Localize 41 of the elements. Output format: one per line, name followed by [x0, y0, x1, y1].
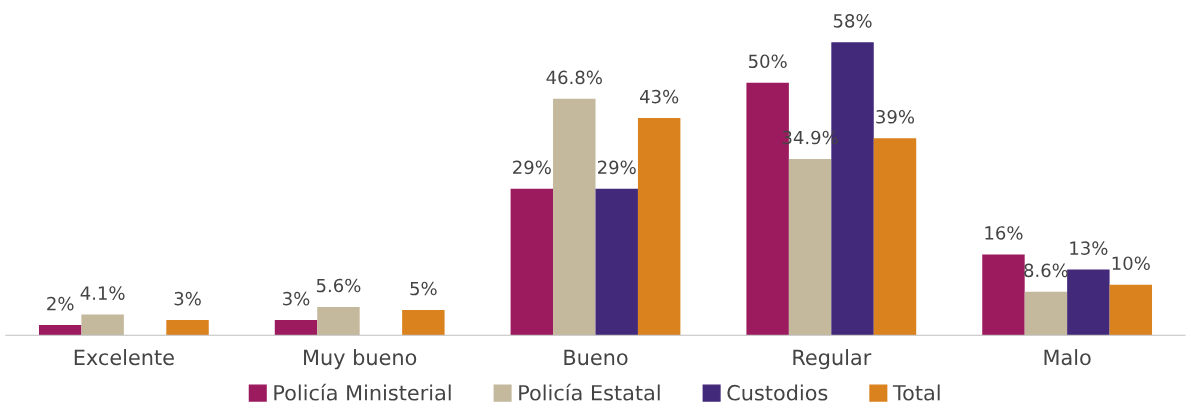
data-label: 58%	[833, 14, 872, 28]
legend-label: Policía Ministerial	[274, 383, 451, 401]
bar	[510, 188, 554, 336]
bar	[788, 158, 832, 336]
data-label: 29%	[597, 160, 636, 175]
data-label: 43%	[639, 89, 679, 104]
bar	[274, 320, 318, 336]
bar	[166, 320, 209, 336]
data-label: 3%	[283, 291, 310, 306]
x-tick-label: Bueno	[564, 349, 628, 366]
data-label: 13%	[1070, 241, 1108, 255]
bar	[873, 138, 917, 336]
x-tick-label: Regular	[793, 349, 872, 370]
data-label: 29%	[513, 160, 551, 175]
x-tick-label: Malo	[1044, 349, 1091, 366]
bar	[595, 188, 638, 336]
data-label: 5.6%	[316, 278, 361, 293]
bar	[317, 306, 360, 336]
bar	[982, 254, 1025, 336]
bar	[1024, 291, 1068, 336]
data-label: 3%	[174, 291, 201, 306]
data-label: 16%	[985, 226, 1023, 240]
bar	[81, 314, 124, 336]
legend-label: Policía Estatal	[519, 383, 660, 401]
bar	[402, 309, 445, 336]
x-tick-label: Muy bueno	[304, 349, 417, 370]
bar	[38, 325, 82, 336]
x-tick-label: Excelente	[74, 349, 174, 366]
data-label: 2%	[47, 296, 74, 311]
data-label: 10%	[1112, 256, 1150, 271]
data-label: 4.1%	[80, 286, 125, 300]
legend-label: Custodios	[727, 384, 828, 401]
data-label: 50%	[748, 54, 787, 69]
data-label: 5%	[410, 281, 437, 296]
bar	[553, 98, 596, 336]
legend-label: Total	[892, 384, 940, 401]
data-label: 39%	[876, 109, 915, 124]
bar	[1067, 269, 1110, 336]
bar	[637, 118, 681, 336]
data-label: 46.8%	[546, 70, 602, 85]
bar	[1109, 284, 1153, 336]
